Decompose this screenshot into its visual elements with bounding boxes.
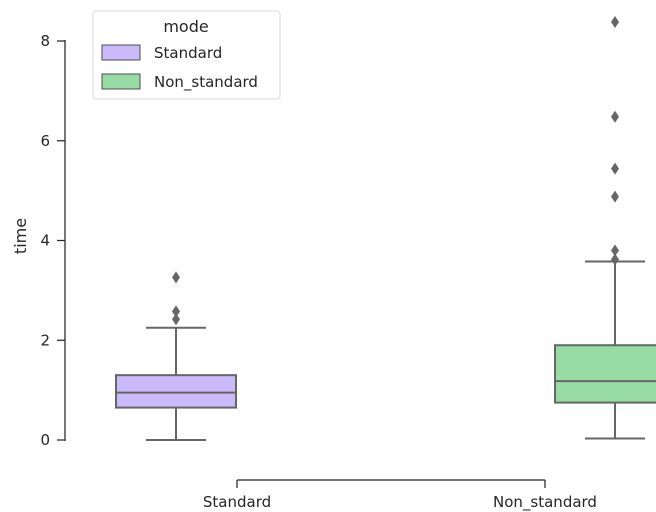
legend-swatch-standard (101, 44, 141, 61)
outlier-point (611, 190, 619, 203)
x-tick-label-standard: Standard (203, 493, 271, 511)
outlier-point (611, 244, 619, 257)
x-tick-label-non-standard: Non_standard (493, 493, 597, 512)
iqr-box (554, 344, 656, 404)
y-tick-label: 8 (40, 32, 50, 50)
y-tick-label: 4 (40, 232, 50, 250)
y-tick-label: 6 (40, 132, 50, 150)
y-tick-label: 2 (40, 331, 50, 349)
boxes-layer (115, 16, 656, 441)
outlier-point (611, 110, 619, 123)
iqr-box (115, 374, 237, 409)
box-non-standard (554, 16, 656, 440)
legend-label-non-standard: Non_standard (154, 73, 258, 92)
legend-title: mode (163, 17, 208, 36)
outlier-point (172, 271, 180, 284)
outlier-point (172, 313, 180, 326)
legend: mode Standard Non_standard (92, 10, 281, 100)
outlier-point (611, 162, 619, 175)
outlier-point (172, 305, 180, 318)
outlier-point (611, 253, 619, 266)
legend-swatch-non-standard (101, 73, 141, 90)
y-axis-label: time (11, 218, 30, 254)
outlier-point (611, 16, 619, 29)
box-standard (115, 271, 237, 441)
y-tick-label: 0 (40, 431, 50, 449)
legend-label-standard: Standard (154, 44, 222, 62)
y-axis-ticks: 0 2 4 6 8 (40, 32, 65, 449)
